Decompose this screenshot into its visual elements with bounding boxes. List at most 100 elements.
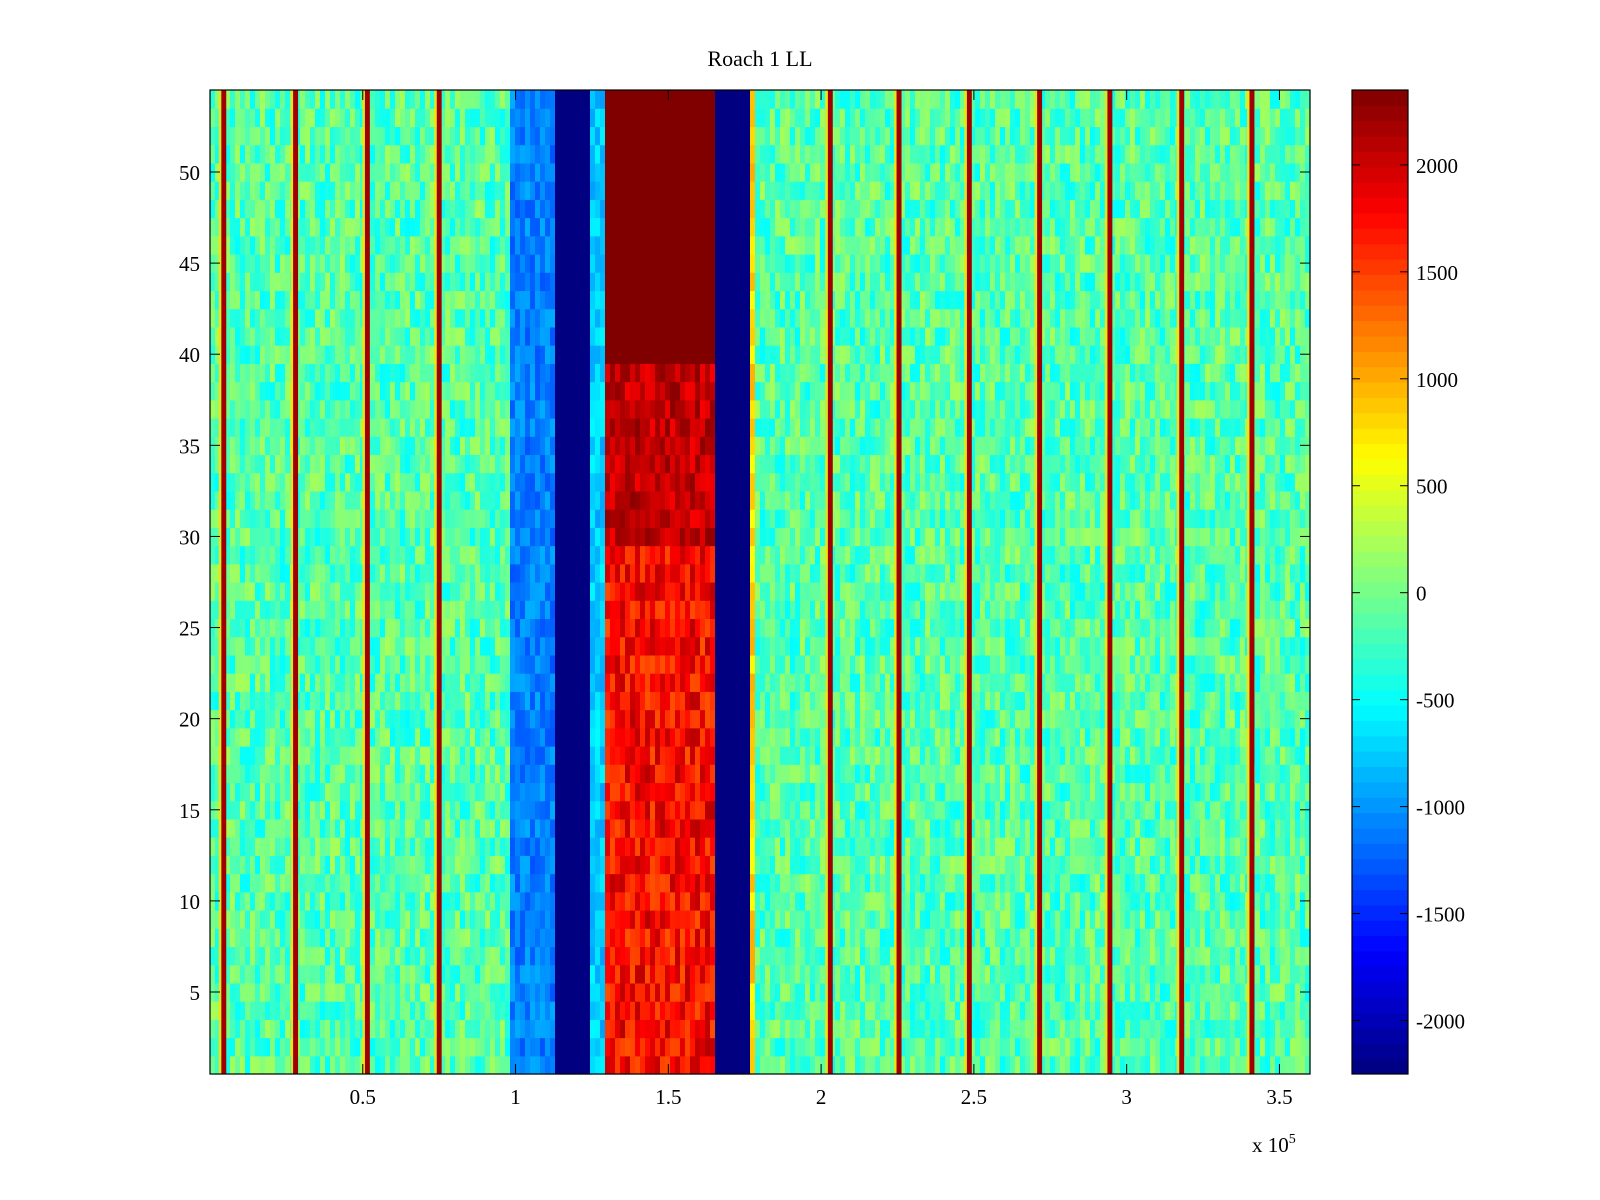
heatmap-cell: [345, 782, 351, 802]
heatmap-cell: [225, 1055, 231, 1075]
heatmap-cell: [430, 345, 436, 364]
heatmap-cell: [225, 673, 231, 692]
heatmap-cell: [575, 673, 581, 692]
heatmap-cell: [630, 418, 636, 437]
heatmap-cell: [665, 673, 671, 692]
heatmap-cell: [640, 126, 646, 146]
heatmap-cell: [520, 563, 526, 583]
heatmap-cell: [385, 254, 391, 273]
heatmap-cell: [465, 436, 471, 456]
heatmap-cell: [440, 454, 446, 474]
heatmap-cell: [560, 855, 566, 875]
heatmap-cell: [545, 982, 551, 1002]
heatmap-cell: [410, 272, 416, 292]
heatmap-cell: [670, 600, 676, 620]
heatmap-cell: [460, 454, 466, 474]
heatmap-cell: [265, 964, 271, 984]
heatmap-cell: [375, 509, 381, 528]
heatmap-cell: [620, 636, 626, 656]
heatmap-cell: [500, 946, 506, 966]
heatmap-cell: [275, 490, 281, 510]
heatmap-cell: [525, 527, 531, 547]
heatmap-cell: [595, 946, 601, 966]
heatmap-cell: [460, 254, 466, 273]
heatmap-cell: [245, 600, 251, 620]
heatmap-cell: [665, 582, 671, 601]
heatmap-cell: [625, 910, 631, 929]
heatmap-cell: [665, 90, 671, 109]
heatmap-cell: [645, 399, 651, 419]
heatmap-cell: [310, 982, 316, 1002]
heatmap-cell: [345, 181, 351, 200]
heatmap-cell: [310, 199, 316, 219]
heatmap-cell: [345, 891, 351, 911]
heatmap-cell: [315, 454, 321, 474]
heatmap-cell: [500, 217, 506, 237]
heatmap-cell: [635, 673, 641, 692]
heatmap-cell: [450, 363, 456, 383]
heatmap-cell: [385, 746, 391, 765]
heatmap-cell: [270, 217, 276, 237]
heatmap-cell: [255, 1019, 261, 1039]
heatmap-cell: [455, 472, 461, 492]
heatmap-cell: [340, 1055, 346, 1075]
heatmap-cell: [515, 673, 521, 692]
heatmap-cell: [300, 673, 306, 692]
heatmap-cell: [440, 727, 446, 747]
heatmap-cell: [330, 1001, 336, 1020]
heatmap-cell: [510, 144, 516, 164]
heatmap-cell: [670, 782, 676, 802]
heatmap-cell: [565, 910, 571, 929]
heatmap-cell: [600, 1037, 606, 1057]
heatmap-cell: [390, 746, 396, 765]
heatmap-cell: [375, 126, 381, 146]
heatmap-cell: [655, 818, 661, 838]
heatmap-cell: [335, 363, 341, 383]
heatmap-cell: [410, 381, 416, 401]
heatmap-cell: [615, 946, 621, 966]
heatmap-cell: [235, 654, 241, 674]
heatmap-cell: [485, 855, 491, 875]
heatmap-cell: [245, 235, 251, 255]
heatmap-cell: [500, 272, 506, 292]
heatmap-cell: [610, 108, 616, 128]
heatmap-cell: [350, 436, 356, 456]
heatmap-cell: [510, 399, 516, 419]
heatmap-cell: [255, 199, 261, 219]
heatmap-cell: [650, 782, 656, 802]
heatmap-cell: [645, 454, 651, 474]
heatmap-cell: [430, 928, 436, 948]
heatmap-cell: [410, 199, 416, 219]
heatmap-cell: [450, 108, 456, 128]
heatmap-cell: [300, 910, 306, 929]
heatmap-cell: [210, 1055, 216, 1075]
heatmap-cell: [230, 563, 236, 583]
heatmap-cell: [380, 964, 386, 984]
heatmap-cell: [420, 1001, 426, 1020]
heatmap-cell: [370, 982, 376, 1002]
heatmap-cell: [635, 782, 641, 802]
heatmap-cell: [665, 162, 671, 182]
heatmap-cell: [380, 235, 386, 255]
heatmap-cell: [320, 563, 326, 583]
heatmap-cell: [440, 399, 446, 419]
heatmap-cell: [605, 964, 611, 984]
heatmap-cell: [475, 381, 481, 401]
heatmap-cell: [440, 746, 446, 765]
heatmap-cell: [530, 582, 536, 601]
heatmap-cell: [460, 217, 466, 237]
heatmap-cell: [440, 381, 446, 401]
heatmap-cell: [565, 873, 571, 893]
heatmap-cell: [500, 527, 506, 547]
heatmap-cell: [415, 527, 421, 547]
heatmap-cell: [285, 1001, 291, 1020]
heatmap-cell: [335, 1019, 341, 1039]
heatmap-cell: [510, 490, 516, 510]
heatmap-cell: [260, 855, 266, 875]
heatmap-cell: [410, 90, 416, 109]
heatmap-cell: [225, 199, 231, 219]
heatmap-cell: [350, 308, 356, 328]
heatmap-cell: [380, 162, 386, 182]
heatmap-cell: [335, 436, 341, 456]
heatmap-cell: [490, 691, 496, 711]
